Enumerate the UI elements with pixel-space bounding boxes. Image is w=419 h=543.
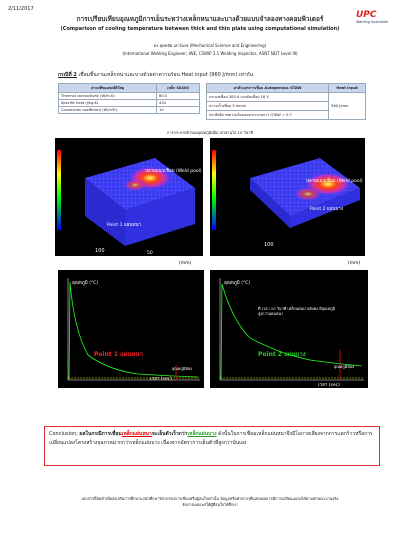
date: 2/11/2017 <box>8 6 34 12</box>
conclusion-thick: เหล็กแผ่นหนา <box>121 431 152 437</box>
dim-left: 100 <box>95 248 105 254</box>
sim-caption: การกระจายตัวของอุณหภูมิเมื่อเวลาผ่านไป 1… <box>167 130 253 135</box>
point2-label: Point 2 แผ่นบาง <box>310 206 343 212</box>
y-label: อุณหภูมิ (°C) <box>224 280 250 286</box>
graph-right: อุณหภูมิ (°C) ที่ เวลา 10 วินาที เหล็กแผ… <box>210 270 368 388</box>
dim-right: 100 <box>264 242 274 248</box>
header-cell: Heat input <box>328 83 366 93</box>
footer-line1: เอกสารนี้จัดทำเพื่อส่งเสริมการศึกษาแก่นั… <box>81 496 339 501</box>
footer: เอกสารนี้จัดทำเพื่อส่งเสริมการศึกษาแก่นั… <box>50 496 370 508</box>
credentials: (International Welding Engineer; IWE, CS… <box>122 51 298 56</box>
weld-pool-label: ปลายแนวเชื่อม (Weld pool) <box>145 167 202 174</box>
conclusion: Conclusion; ผลในกรณีการเชื่อมเหล็กแผ่นหน… <box>44 426 380 466</box>
room-temp: อุณหภูมิห้อง <box>334 364 354 370</box>
logo-text: UPC <box>356 10 377 20</box>
x-label: เวลา (sec) <box>318 382 340 388</box>
logo-sub: Welding Specialist <box>356 20 388 24</box>
header-cell: ค่าตัวแปรการเชื่อม Autogenous GTAW <box>205 83 330 93</box>
point1: Point 1 แผ่นหนา <box>94 351 143 358</box>
case-text: เชื่อมชิ้นงานเหล็กหนาและบางด้วยค่าความร้… <box>78 72 254 78</box>
room-temp: อุณหภูมิห้อง <box>172 366 192 372</box>
dim-left2: 50 <box>147 250 153 256</box>
subtitle: (Comparison of cooling temperature betwe… <box>60 26 340 32</box>
cell: 960 J/mm <box>328 92 366 120</box>
point2: Point 2 แผ่นบาง <box>258 351 306 358</box>
note-wrap: ที่ เวลา 10 วินาที เหล็กแผ่นบางยังคง มีอ… <box>258 306 335 316</box>
row: Thermal conductivity (W/m.K) 60.5 <box>57 92 200 100</box>
cell: ประสิทธิภาพความร้อนของกระบวนการ GTAW = 0… <box>205 110 330 120</box>
cell: Thermal conductivity (W/m.K) <box>57 92 158 100</box>
conclusion-thin: เหล็กแผ่นบาง <box>187 431 217 437</box>
header-row: ค่าตัวแปรการเชื่อม Autogenous GTAW Heat i… <box>205 83 366 93</box>
weld-pool-label: ปลายแนวเชื่อม (Weld pool) <box>306 177 363 184</box>
case-label: กรณีที่ 2 <box>58 72 77 78</box>
unit-right: (mm) <box>348 260 361 266</box>
logo: UPC Welding Specialist <box>356 10 406 32</box>
sim-left: ปลายแนวเชื่อม (Weld pool) Point 1 แผ่นหน… <box>55 138 203 266</box>
cell: Convection coefficient (W/m²K) <box>57 106 158 114</box>
cell: 60.5 <box>156 92 200 100</box>
row: Specific heat (J/kg.K) 434 <box>57 99 200 107</box>
graphs: อุณหภูมิ (°C) Point 1 แผ่นหนา อุณหภูมิห้… <box>58 270 368 388</box>
welding-table: ค่าตัวแปรการเชื่อม Autogenous GTAW Heat i… <box>205 83 366 120</box>
graph-left: อุณหภูมิ (°C) Point 1 แผ่นหนา อุณหภูมิห้… <box>58 270 204 388</box>
cell: กระแสเชื่อม 300 A แรงดันเชื่อม 16 V <box>205 92 330 102</box>
header-cell: เหล็ก SS400 <box>156 83 200 93</box>
footer-line2: จัดการเผยแพร่ให้ผู้ที่สนใจได้ศึกษา <box>182 502 238 507</box>
cell: 10 <box>156 106 200 114</box>
row: Convection coefficient (W/m²K) 10 <box>57 106 200 114</box>
header-cell: ค่าคงที่ของสมบัติวัสดุ <box>57 83 158 93</box>
simulations: ปลายแนวเชื่อม (Weld pool) Point 1 แผ่นหน… <box>55 138 365 266</box>
author: ดร.ยุทธชัย เสาร์เดช (Mechanical Science … <box>153 43 267 48</box>
cell: Specific heat (J/kg.K) <box>57 99 158 107</box>
sim-right: ปลายแนวเชื่อม (Weld pool) Point 2 แผ่นบา… <box>210 138 365 266</box>
conclusion-part1: ผลในกรณีการเชื่อม <box>79 431 122 437</box>
conclusion-part2: จะเย็นตัวเร็วกว่า <box>151 431 188 437</box>
conclusion-part3: ดังนั้นในการเชื่อมเหล็กแผ่นหนาจึงมีโอกาส… <box>49 431 373 446</box>
material-table: ค่าคงที่ของสมบัติวัสดุ เหล็ก SS400 Thermal… <box>57 83 200 114</box>
cell: 434 <box>156 99 200 107</box>
point1-label: Point 1 แผ่นหนา <box>107 222 142 228</box>
x-label: เวลา (sec) <box>150 376 172 382</box>
row: กระแสเชื่อม 300 A แรงดันเชื่อม 16 V 960 J… <box>205 92 366 120</box>
cell: ความเร็วเชื่อม 5 mm/s <box>205 101 330 111</box>
y-label: อุณหภูมิ (°C) <box>72 280 98 286</box>
case-line: กรณีที่ 2 เชื่อมชิ้นงานเหล็กหนาและบางด้ว… <box>58 71 253 79</box>
unit-left: (mm) <box>179 260 192 266</box>
header-row: ค่าคงที่ของสมบัติวัสดุ เหล็ก SS400 <box>57 83 200 93</box>
note: ที่ เวลา 10 วินาที เหล็กแผ่นบางยังคง มีอ… <box>258 306 335 316</box>
dim-right2: 10 <box>338 252 344 258</box>
row: ประสิทธิภาพความร้อนของกระบวนการ GTAW = 0… <box>205 110 366 120</box>
conclusion-label: Conclusion; <box>49 431 78 437</box>
title: การเปรียบเทียบอุณหภูมิการเย็นระหว่างเหล็… <box>76 15 324 23</box>
